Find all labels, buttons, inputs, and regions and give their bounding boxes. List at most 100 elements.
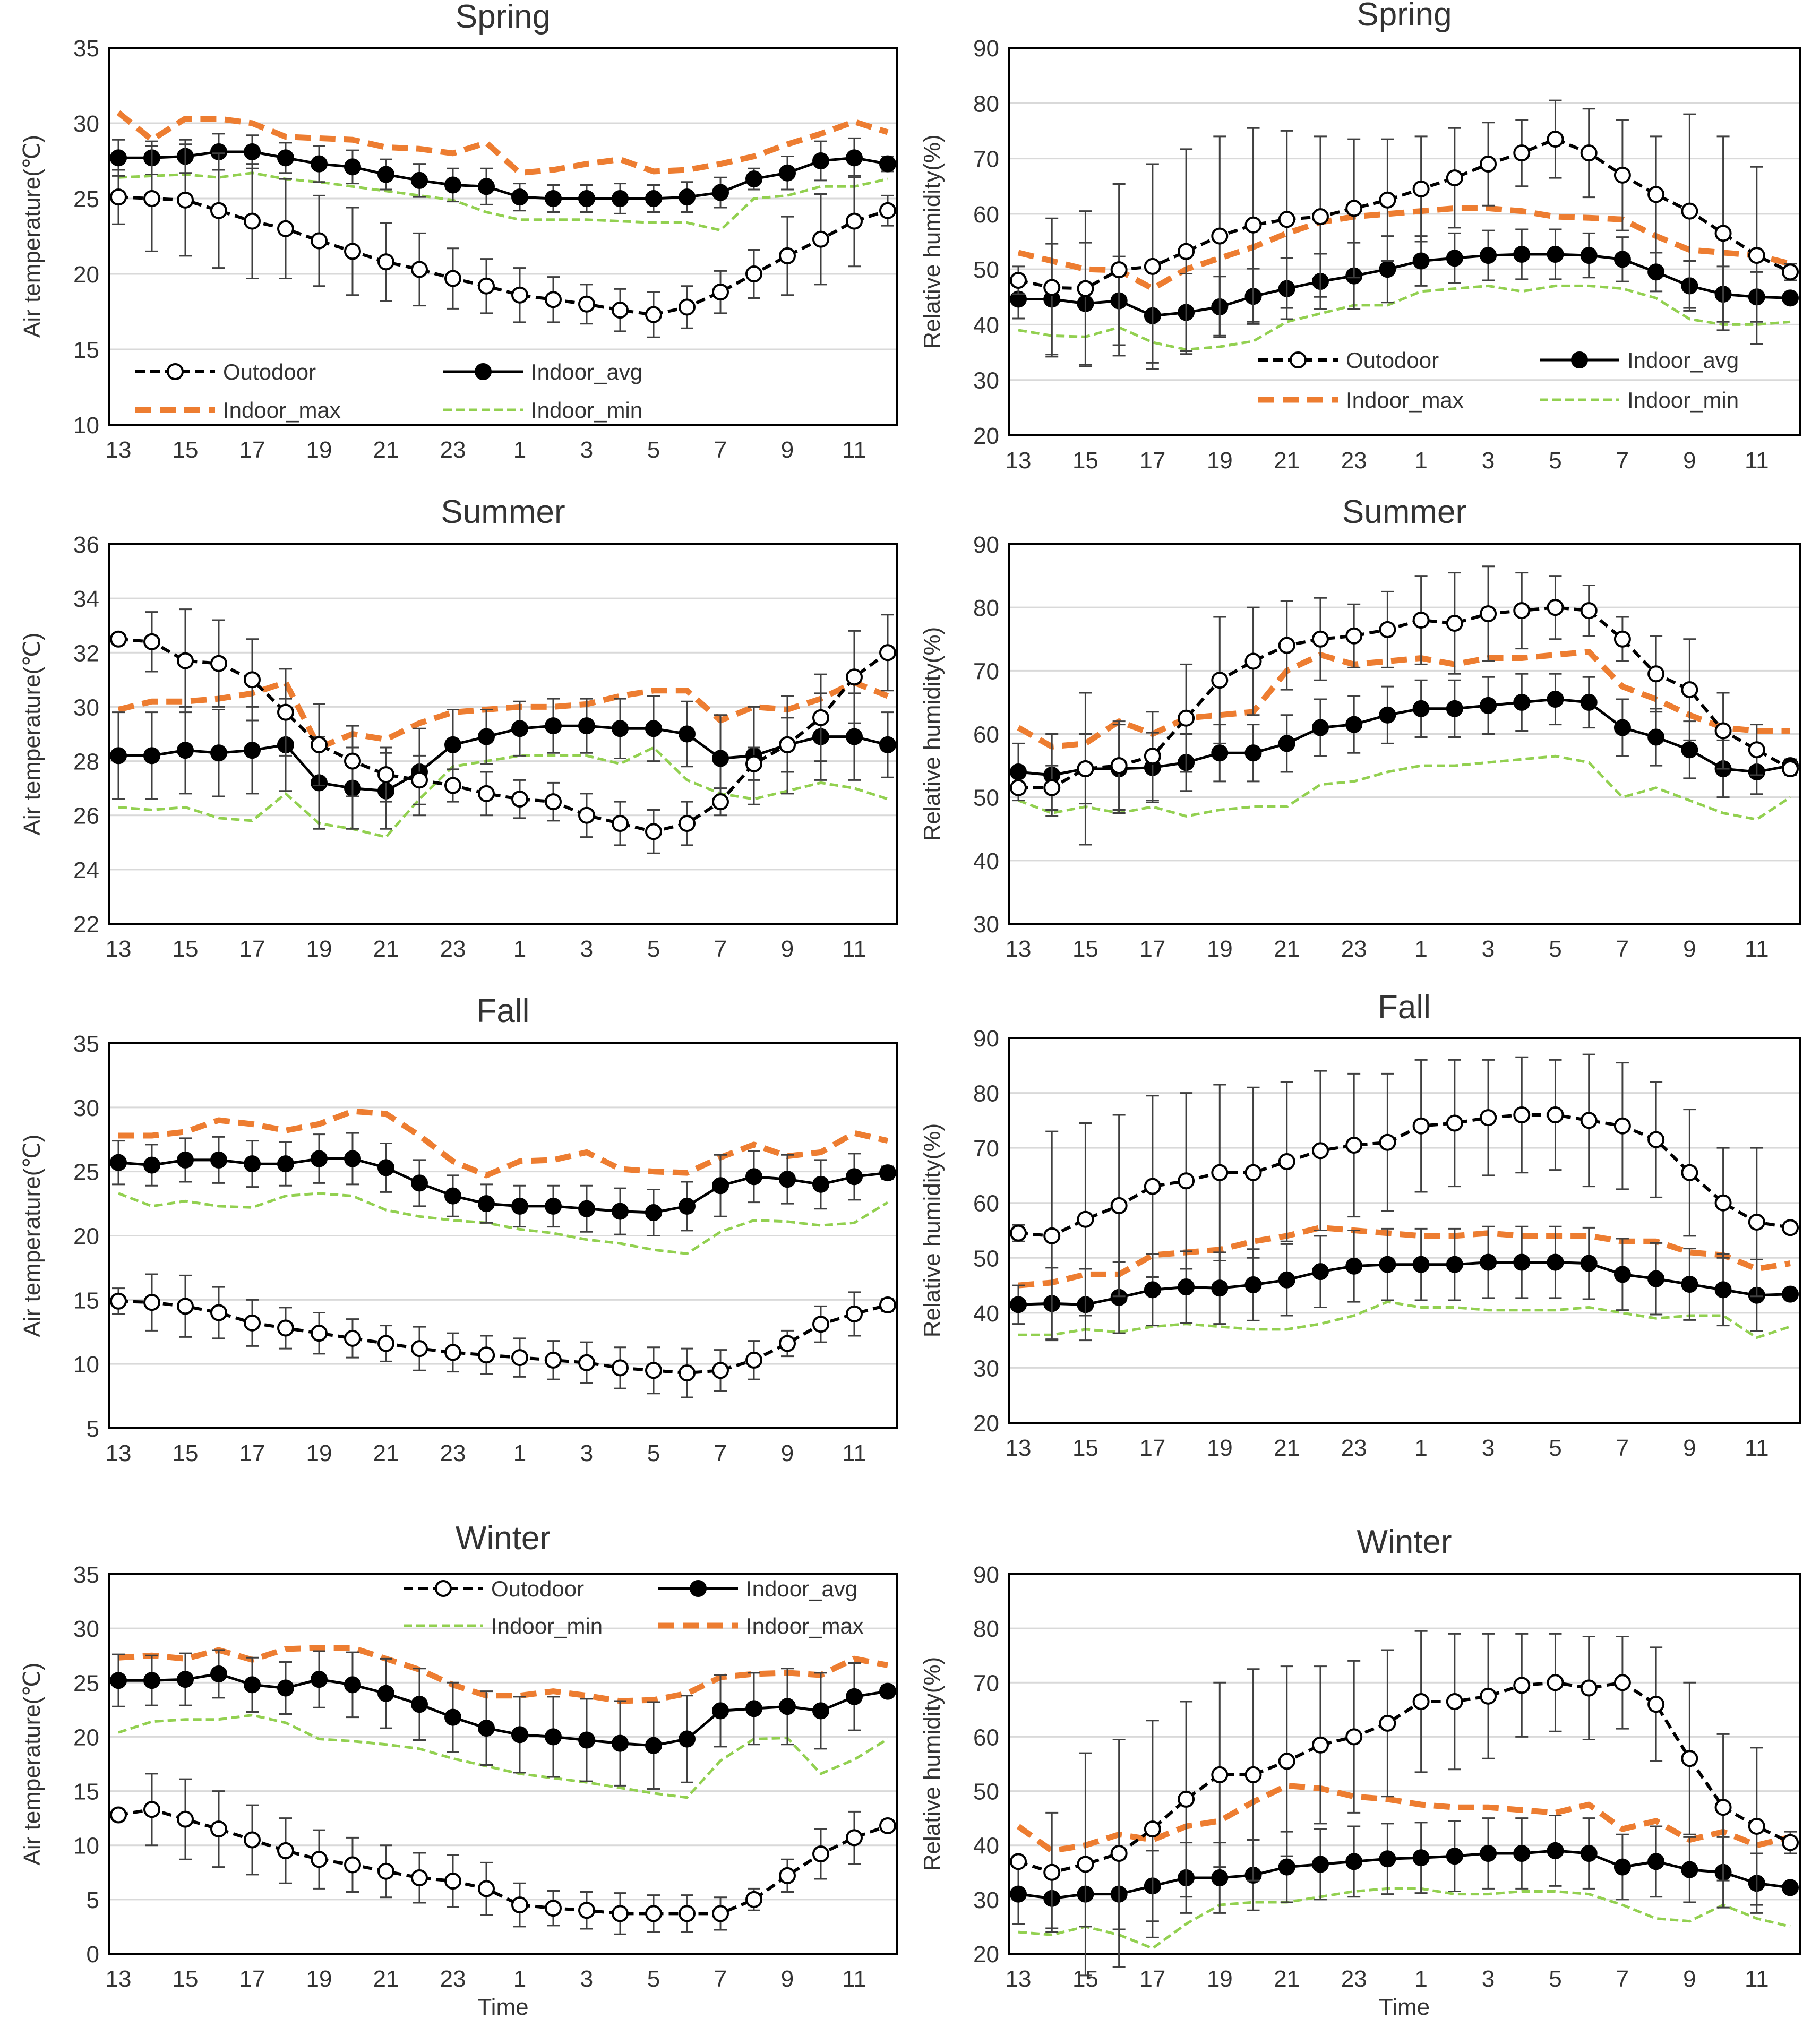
data-point-outdoor bbox=[879, 644, 896, 662]
data-point-avg bbox=[645, 720, 662, 737]
data-point-outdoor bbox=[1379, 1714, 1396, 1732]
x-tick-label: 19 bbox=[1207, 1435, 1233, 1461]
data-point-avg bbox=[578, 1200, 595, 1217]
data-point-avg bbox=[545, 717, 562, 735]
x-tick-label: 13 bbox=[1006, 936, 1032, 962]
y-tick-label: 30 bbox=[973, 912, 999, 938]
data-point-avg bbox=[244, 143, 261, 160]
x-tick-label: 7 bbox=[1616, 1966, 1629, 1992]
y-tick-label: 22 bbox=[73, 912, 99, 938]
y-axis-label: Air temperature(℃) bbox=[19, 1135, 45, 1337]
data-point-avg bbox=[1379, 1256, 1396, 1273]
data-point-avg bbox=[712, 1702, 729, 1720]
x-tick-label: 9 bbox=[1683, 1966, 1696, 1992]
data-point-outdoor bbox=[478, 1880, 495, 1897]
y-tick-label: 20 bbox=[973, 1942, 999, 1968]
data-point-avg bbox=[1647, 1853, 1665, 1870]
data-point-outdoor bbox=[1714, 1799, 1732, 1816]
data-point-outdoor bbox=[578, 1354, 595, 1371]
series-line-max bbox=[1017, 649, 1790, 750]
series-line-min bbox=[1018, 1300, 1791, 1339]
data-point-avg bbox=[277, 1155, 294, 1173]
y-tick-label: 90 bbox=[973, 1026, 999, 1052]
data-point-avg bbox=[1580, 1255, 1598, 1272]
series-max bbox=[1018, 1224, 1791, 1289]
series-line-min bbox=[118, 171, 888, 232]
data-point-outdoor bbox=[745, 1891, 762, 1908]
data-point-avg bbox=[1311, 1856, 1329, 1873]
plot-frame bbox=[108, 47, 898, 426]
y-axis-label: Relative humidity(%) bbox=[919, 134, 945, 348]
series-min bbox=[118, 746, 888, 839]
legend-label-avg: Indoor_avg bbox=[1627, 348, 1739, 373]
legend-label-max: Indoor_max bbox=[1346, 388, 1464, 413]
y-tick-label: 30 bbox=[73, 1616, 99, 1642]
data-point-avg bbox=[846, 728, 863, 745]
data-point-outdoor bbox=[1714, 1194, 1732, 1212]
data-point-outdoor bbox=[1211, 1164, 1229, 1181]
x-tick-label: 9 bbox=[1683, 936, 1696, 962]
data-point-outdoor bbox=[311, 1325, 328, 1342]
x-tick-label: 19 bbox=[306, 437, 332, 463]
x-tick-label: 17 bbox=[1139, 1966, 1165, 1992]
data-point-outdoor bbox=[1513, 1677, 1531, 1694]
series-min bbox=[1018, 754, 1791, 821]
data-point-avg bbox=[1178, 1278, 1195, 1296]
data-point-outdoor bbox=[1043, 1227, 1061, 1244]
data-point-outdoor bbox=[1345, 200, 1363, 217]
data-point-avg bbox=[1379, 1850, 1396, 1868]
legend-label-max: Indoor_max bbox=[223, 398, 341, 423]
data-point-outdoor bbox=[1211, 1766, 1229, 1783]
data-point-avg bbox=[1311, 1263, 1329, 1281]
data-point-outdoor bbox=[478, 1346, 495, 1364]
series-outdoor bbox=[1010, 1630, 1799, 1977]
data-point-outdoor bbox=[712, 1905, 729, 1922]
y-tick-label: 26 bbox=[73, 803, 99, 829]
x-axis-label: Time bbox=[477, 1994, 528, 2020]
data-point-outdoor bbox=[377, 1335, 394, 1352]
data-point-outdoor bbox=[177, 1298, 194, 1315]
series-line-outdoor bbox=[118, 1808, 889, 1916]
chart-title: Fall bbox=[1378, 989, 1431, 1026]
data-point-avg bbox=[478, 178, 495, 195]
data-point-outdoor bbox=[1178, 1172, 1195, 1190]
data-point-avg bbox=[1647, 1270, 1665, 1287]
x-tick-label: 15 bbox=[173, 936, 199, 962]
series-line-avg bbox=[1018, 1849, 1791, 1900]
data-point-outdoor bbox=[1446, 169, 1463, 187]
data-point-avg bbox=[377, 1685, 394, 1702]
y-tick-label: 35 bbox=[73, 1562, 99, 1588]
data-point-avg bbox=[1613, 1858, 1631, 1876]
data-point-outdoor bbox=[1010, 779, 1027, 796]
chart-title: Winter bbox=[1357, 1524, 1452, 1560]
data-point-avg bbox=[779, 164, 796, 182]
x-tick-label: 19 bbox=[306, 1440, 332, 1466]
data-point-outdoor bbox=[1547, 131, 1564, 148]
data-point-outdoor bbox=[210, 1820, 227, 1838]
data-point-outdoor bbox=[1077, 1210, 1094, 1228]
data-point-avg bbox=[110, 149, 127, 167]
data-point-outdoor bbox=[311, 1851, 328, 1868]
data-point-avg bbox=[444, 176, 461, 194]
data-point-outdoor bbox=[1782, 263, 1799, 281]
data-point-outdoor bbox=[1748, 1817, 1765, 1835]
data-point-avg bbox=[712, 750, 729, 767]
x-tick-label: 11 bbox=[842, 1966, 866, 1992]
data-point-avg bbox=[679, 188, 696, 206]
y-tick-label: 60 bbox=[973, 722, 999, 748]
data-point-avg bbox=[511, 1726, 528, 1744]
x-tick-label: 1 bbox=[1414, 1435, 1427, 1461]
data-point-avg bbox=[779, 1698, 796, 1715]
data-point-avg bbox=[210, 744, 227, 762]
data-point-outdoor bbox=[1613, 1117, 1631, 1135]
data-point-avg bbox=[1211, 1279, 1229, 1297]
x-tick-label: 15 bbox=[1072, 448, 1098, 474]
data-point-outdoor bbox=[210, 1304, 227, 1321]
data-point-outdoor bbox=[1580, 144, 1598, 162]
series-min bbox=[1018, 284, 1791, 351]
x-tick-label: 17 bbox=[1139, 936, 1165, 962]
data-point-avg bbox=[1681, 1861, 1698, 1878]
